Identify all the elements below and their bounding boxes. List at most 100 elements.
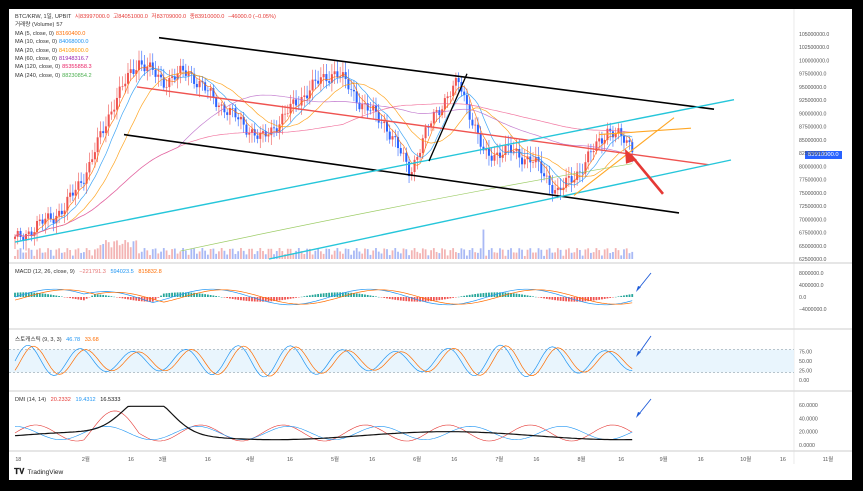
candle-body — [132, 69, 135, 74]
macd-histogram-bar — [110, 296, 113, 297]
candle-body — [567, 176, 570, 178]
macd-histogram-bar — [443, 297, 446, 300]
candle-body — [333, 71, 336, 75]
candle-body — [322, 74, 325, 78]
volume-bar — [399, 253, 402, 259]
candle-body — [507, 145, 510, 146]
candle-body — [237, 117, 240, 120]
candle-body — [435, 110, 438, 112]
candle-body — [311, 79, 314, 91]
candle-body — [474, 124, 477, 126]
macd-histogram-bar — [289, 297, 292, 299]
candle-body — [617, 128, 620, 133]
candle-body — [317, 80, 320, 84]
volume-bar — [358, 251, 361, 259]
candle-body — [512, 151, 515, 153]
volume-bar — [300, 251, 303, 259]
adx-value: 16.5333 — [100, 397, 121, 403]
macd-histogram-bar — [606, 297, 609, 299]
volume-bar — [209, 248, 212, 259]
volume-bar — [534, 252, 537, 259]
macd-histogram-bar — [129, 297, 132, 300]
candle-body — [176, 73, 179, 80]
volume-bar — [330, 254, 333, 259]
volume-bar — [466, 255, 468, 259]
candle-body — [55, 215, 58, 224]
macd-histogram-bar — [364, 294, 366, 297]
candle-body — [102, 131, 105, 134]
macd-axis-label: −4000000.0 — [799, 307, 827, 313]
candle-body — [281, 113, 284, 125]
volume-bar — [620, 255, 623, 259]
candle-body — [154, 69, 157, 77]
volume-bar — [140, 251, 143, 259]
volume-bar — [303, 254, 306, 259]
ma-legend-value: 85355858.3 — [62, 64, 92, 71]
volume-bar — [587, 248, 590, 259]
volume-bar — [432, 248, 435, 259]
macd-histogram-bar — [366, 294, 369, 297]
candle-body — [587, 151, 590, 163]
volume-bar — [154, 248, 157, 259]
volume-bar — [421, 248, 424, 259]
stoch-axis-label: 50.00 — [799, 359, 812, 365]
dmi-plus-line — [14, 410, 633, 442]
macd-histogram-bar — [559, 297, 562, 301]
volume-bar — [143, 248, 146, 259]
candle-body — [138, 60, 140, 71]
stoch-k-value: 46.78 — [66, 337, 81, 343]
macd-histogram-bar — [146, 297, 149, 302]
volume-bar — [204, 250, 207, 259]
impulse-line — [428, 73, 468, 162]
ma-legend-item: MA (120, close, 0) 85355858.3 — [15, 63, 278, 71]
chart-svg[interactable]: 105000000.0 102500000.0 100000000.0 9750000… — [9, 9, 852, 480]
candle-body — [421, 138, 424, 153]
red-arrow-shaft — [629, 153, 664, 195]
candle-body — [209, 88, 212, 91]
last-price-tag: 83910000.0 — [805, 150, 842, 159]
volume-bar — [372, 250, 375, 259]
macd-histogram-bar — [157, 297, 160, 298]
candle-body — [366, 103, 369, 111]
macd-histogram-bar — [206, 294, 209, 297]
volume-bar — [121, 243, 124, 259]
candle-body — [493, 154, 496, 161]
candle-body — [543, 173, 546, 177]
tradingview-logo[interactable]: 𝐓𝐕 TradingView — [14, 467, 63, 477]
macd-histogram-bar — [91, 295, 94, 297]
time-axis-label: 16 — [533, 457, 539, 463]
ma-legend-label: 거래량 (Volume) — [15, 22, 55, 29]
dmi-plus-value: 20.2332 — [50, 397, 71, 403]
volume-bar — [165, 250, 168, 259]
volume-bar — [171, 249, 173, 259]
candle-body — [19, 230, 22, 238]
macd-histogram-bar — [281, 297, 284, 301]
macd-histogram-bar — [187, 292, 190, 297]
volume-bar — [198, 251, 201, 259]
macd-histogram-bar — [372, 295, 375, 297]
volume-bar — [556, 248, 559, 259]
ma10-line — [14, 67, 633, 238]
candle-body — [515, 148, 518, 152]
macd-histogram-bar — [507, 292, 510, 297]
macd-histogram-bar — [30, 292, 33, 297]
macd-signal-line — [14, 289, 633, 305]
volume-bar — [631, 251, 634, 259]
candle-body — [30, 231, 33, 237]
volume-bar — [419, 253, 421, 259]
volume-bar — [151, 249, 154, 259]
symbol-label: BTC/KRW, 1일, UPBIT — [15, 14, 72, 20]
low-value: 저83709000.0 — [151, 14, 187, 20]
macd-histogram-bar — [344, 292, 347, 297]
macd-histogram-bar — [218, 296, 220, 297]
macd-histogram-bar — [383, 297, 386, 298]
candle-body — [69, 192, 72, 197]
channel-top-line — [158, 36, 715, 110]
candle-body — [576, 171, 579, 180]
candle-body — [537, 156, 540, 162]
candle-body — [262, 131, 264, 133]
volume-bar — [129, 247, 132, 259]
macd-histogram-bar — [452, 297, 455, 298]
candle-body — [71, 192, 74, 196]
volume-bar — [157, 253, 160, 259]
